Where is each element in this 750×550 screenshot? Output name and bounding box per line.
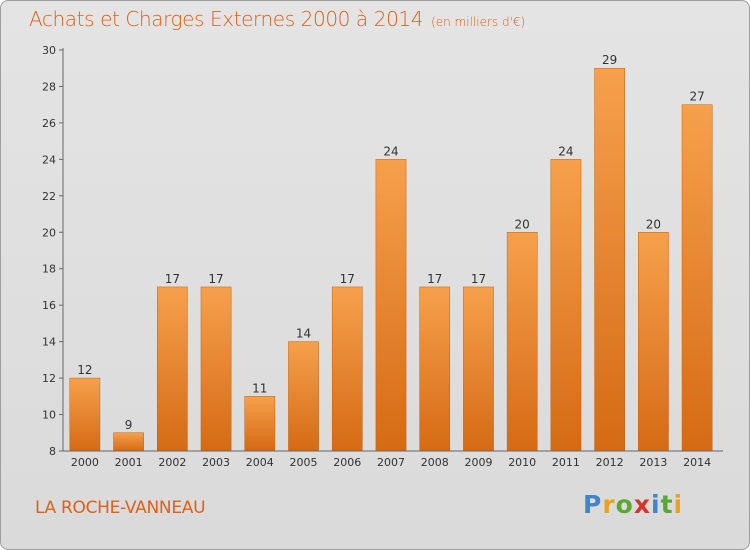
x-tick-label: 2009: [464, 456, 492, 469]
y-tick-label: 30: [42, 44, 56, 57]
y-tick-label: 18: [42, 263, 56, 276]
data-label: 17: [427, 272, 442, 286]
y-tick-label: 20: [42, 226, 56, 239]
y-tick-label: 8: [49, 445, 56, 458]
bar-2002: [156, 286, 188, 452]
bars: 12 9 17 17 11 14 17 24 17 17 20 24 29 20 27: [69, 53, 713, 452]
bar-2009: [463, 286, 494, 452]
bar-2006: [331, 286, 363, 452]
x-tick-label: 2000: [71, 456, 99, 469]
y-tick-label: 26: [42, 117, 56, 130]
bar-2007: [375, 159, 407, 452]
x-tick-label: 2003: [202, 456, 230, 469]
x-tick-label: 2002: [158, 456, 186, 469]
x-tick-label: 2006: [333, 456, 361, 469]
bar-2000: [69, 377, 101, 452]
logo-letter: r: [602, 490, 616, 519]
data-label: 17: [471, 272, 486, 286]
data-label: 12: [77, 363, 92, 377]
data-label: 27: [689, 90, 704, 104]
bar-2011: [550, 159, 582, 452]
logo-letter: i: [651, 490, 661, 519]
logo-letter: i: [673, 490, 684, 519]
x-tick-label: 2004: [246, 456, 274, 469]
data-label: 9: [125, 418, 133, 432]
data-label: 24: [558, 144, 573, 158]
bar-2014: [681, 104, 713, 452]
data-label: 29: [602, 53, 617, 67]
x-tick-label: 2014: [683, 456, 711, 469]
bar-2013: [638, 232, 669, 452]
y-tick-label: 28: [42, 80, 56, 93]
bar-2004: [244, 396, 276, 452]
data-label: 14: [296, 327, 311, 341]
data-label: 17: [165, 272, 180, 286]
x-tick-label: 2011: [552, 456, 580, 469]
bar-2010: [506, 232, 538, 452]
proxiti-logo: Proxiti: [583, 490, 683, 519]
bar-2005: [288, 341, 319, 452]
bar-2001: [113, 432, 144, 452]
data-label: 11: [252, 381, 267, 395]
bar-2008: [419, 286, 451, 452]
y-tick-label: 12: [42, 372, 56, 385]
y-tick-label: 16: [42, 299, 56, 312]
data-label: 20: [646, 217, 661, 231]
bar-2003: [200, 286, 232, 452]
logo-letter: t: [660, 490, 674, 519]
commune-name: LA ROCHE-VANNEAU: [35, 498, 206, 518]
data-label: 24: [383, 144, 398, 158]
y-tick-label: 14: [42, 336, 56, 349]
data-label: 17: [340, 272, 355, 286]
x-axis: 2000 2001 2002 2003 2004 2005 2006 2007 2008 2009…: [63, 450, 723, 469]
logo-letter: P: [583, 490, 603, 519]
chart-subtitle: (en milliers d'€): [431, 15, 526, 29]
y-tick-label: 22: [42, 190, 56, 203]
logo-letter: o: [615, 490, 634, 519]
y-axis: 8 10 12 14 16 18 20 22 24 26 28 30: [42, 44, 64, 458]
logo-letter: x: [633, 490, 651, 519]
x-tick-label: 2005: [290, 456, 318, 469]
data-label: 17: [208, 272, 223, 286]
x-tick-label: 2010: [508, 456, 536, 469]
data-label: 20: [515, 217, 530, 231]
x-tick-label: 2007: [377, 456, 405, 469]
x-tick-label: 2008: [421, 456, 449, 469]
y-tick-label: 24: [42, 153, 56, 166]
x-tick-label: 2012: [596, 456, 624, 469]
title-text: Achats et Charges Externes 2000 à 2014: [29, 7, 424, 31]
x-tick-label: 2013: [639, 456, 667, 469]
chart-title: Achats et Charges Externes 2000 à 2014 (e…: [29, 7, 525, 31]
x-tick-label: 2001: [115, 456, 143, 469]
bar-2012: [594, 67, 626, 452]
y-tick-label: 10: [42, 409, 56, 422]
